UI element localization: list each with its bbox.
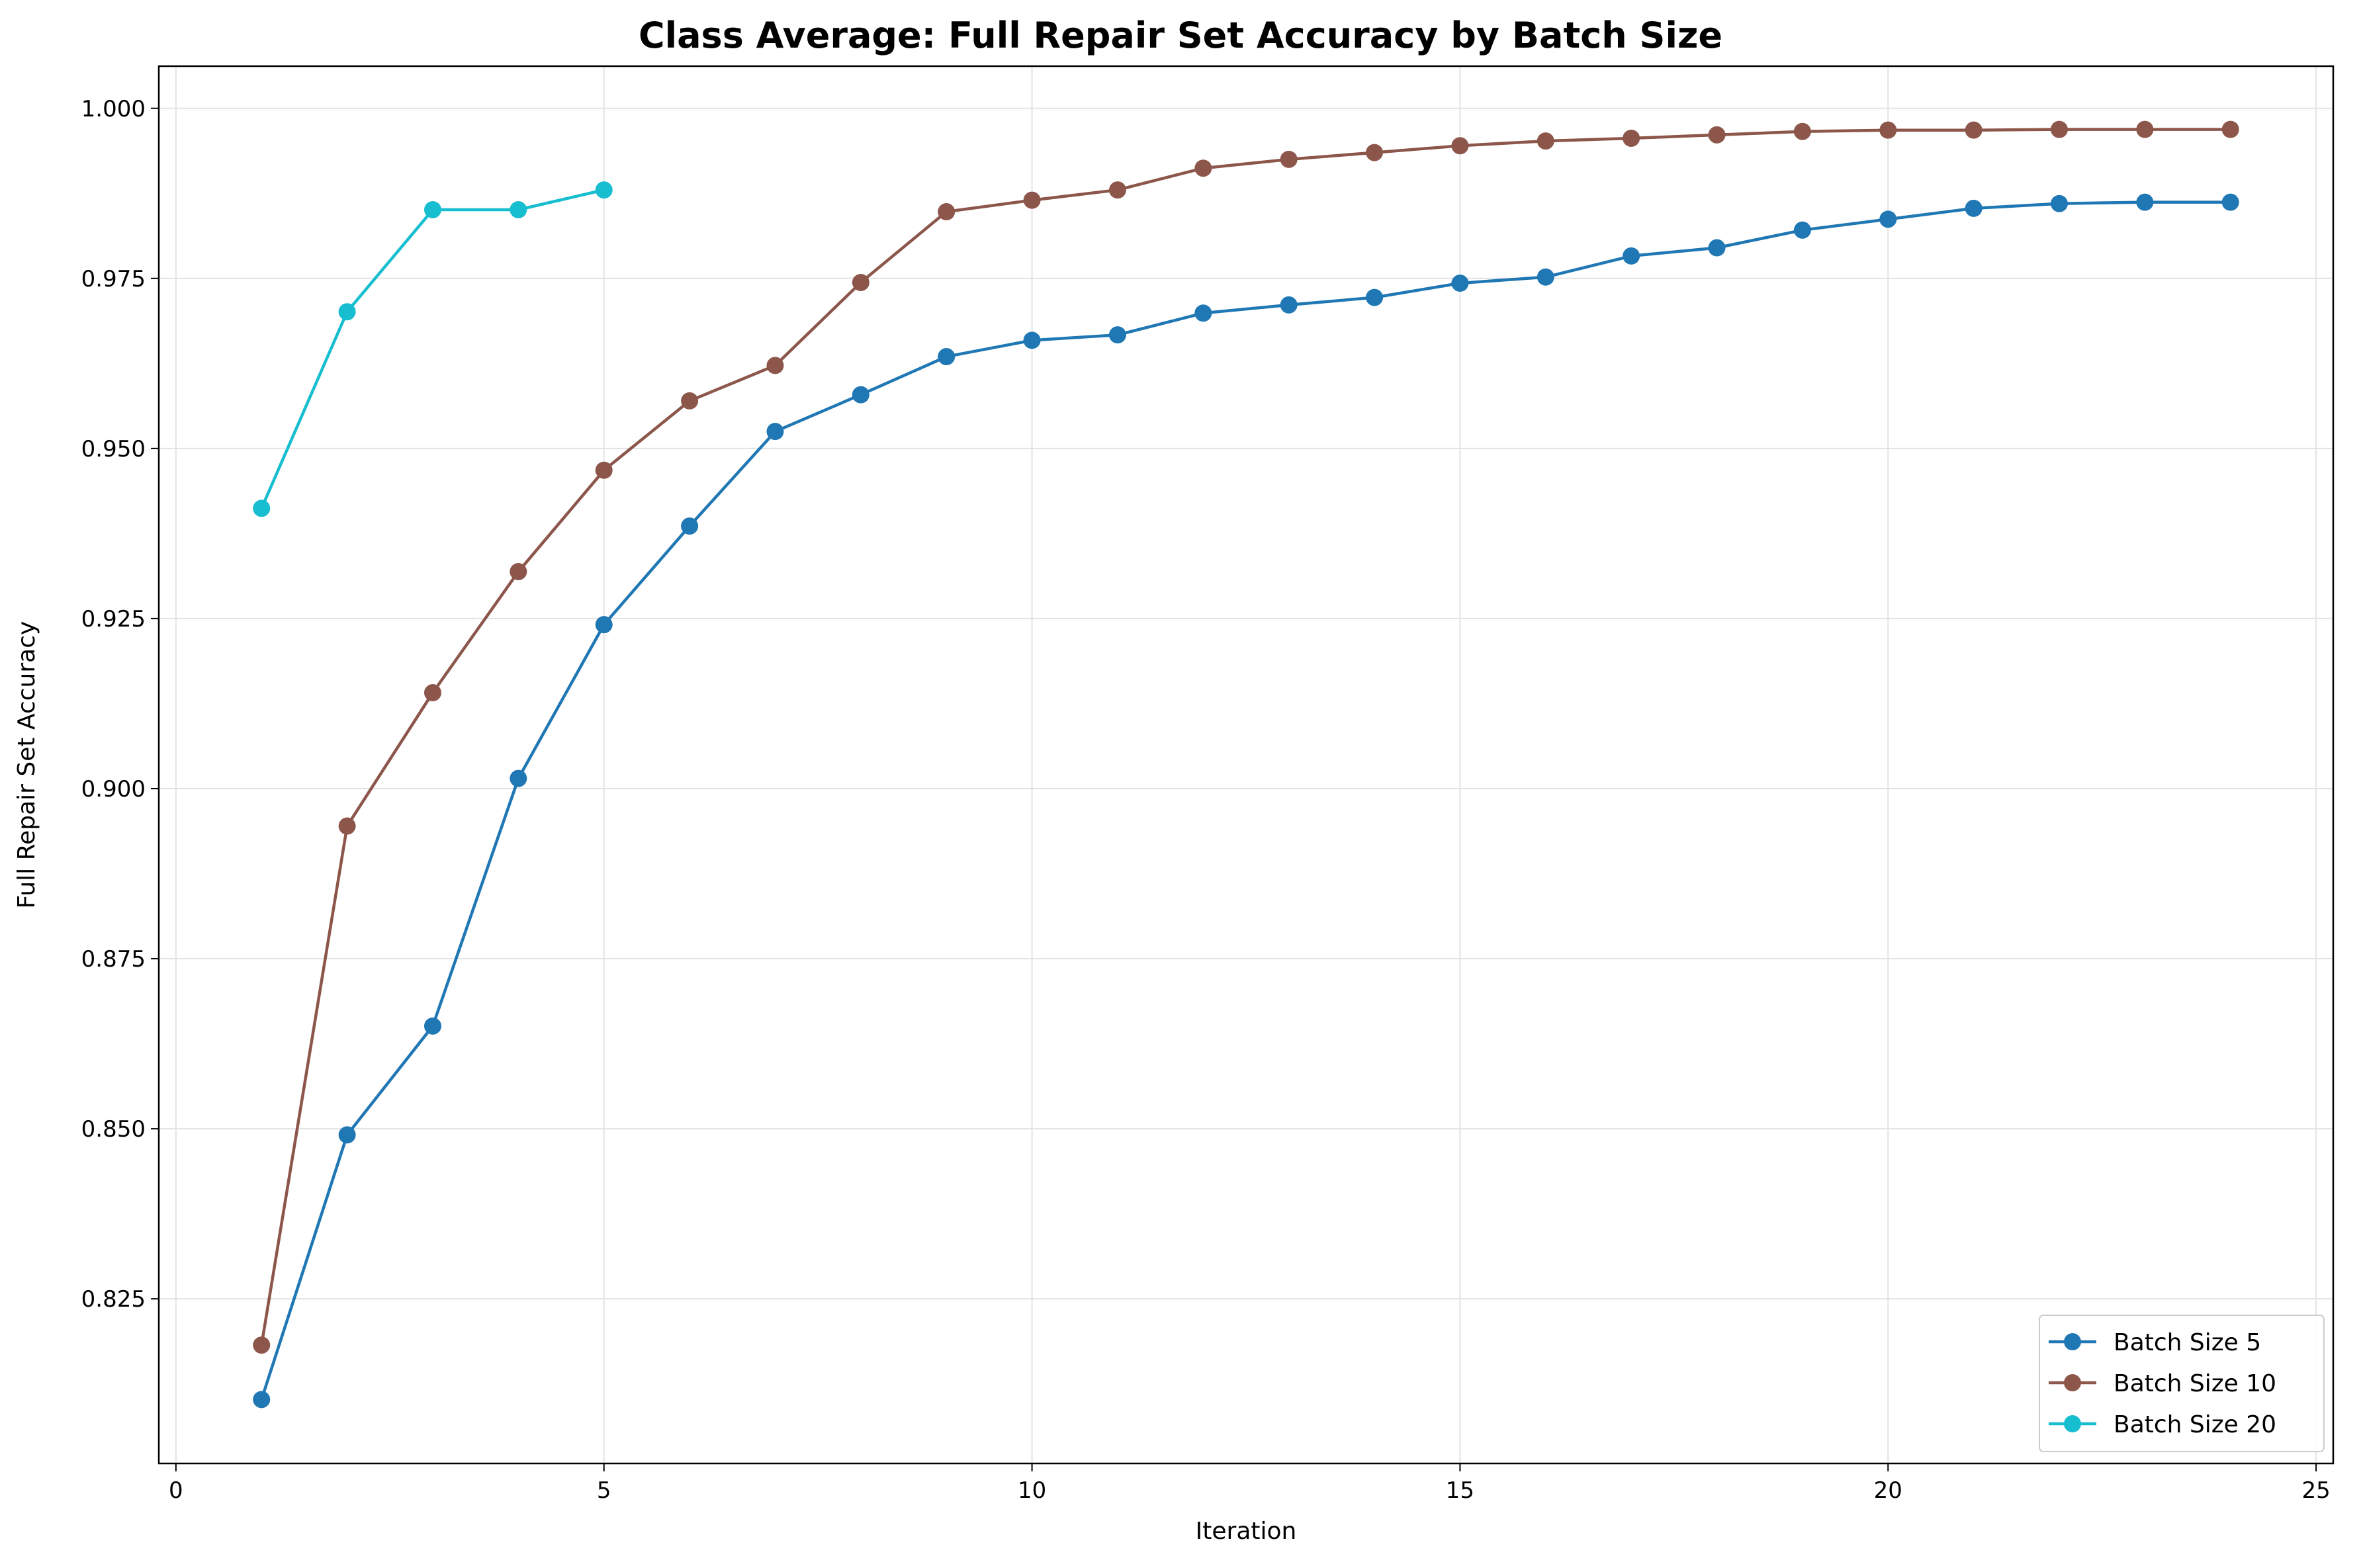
data-point xyxy=(423,200,441,218)
data-point xyxy=(681,517,699,535)
legend-label: Batch Size 10 xyxy=(2114,1370,2276,1397)
data-point xyxy=(1879,210,1897,228)
data-point xyxy=(1451,275,1469,292)
legend-label: Batch Size 5 xyxy=(2114,1329,2261,1356)
y-axis-label: Full Repair Set Accuracy xyxy=(13,621,40,909)
data-point xyxy=(595,616,613,634)
y-tick-label: 0.850 xyxy=(81,1116,146,1143)
series-3 xyxy=(253,181,613,517)
y-tick-label: 0.900 xyxy=(81,776,146,803)
data-point xyxy=(253,1391,271,1409)
data-point xyxy=(1023,191,1041,209)
data-point xyxy=(1537,132,1554,150)
data-point xyxy=(253,1336,271,1354)
legend-label: Batch Size 20 xyxy=(2114,1411,2276,1438)
data-point xyxy=(1023,331,1041,349)
y-tick-label: 0.875 xyxy=(81,946,146,973)
data-point xyxy=(510,200,527,218)
data-point xyxy=(1280,150,1298,168)
data-point xyxy=(2136,193,2154,211)
data-point xyxy=(2221,120,2239,138)
data-point xyxy=(938,203,956,221)
data-point xyxy=(1280,296,1298,314)
data-point xyxy=(1623,247,1640,265)
data-point xyxy=(1366,144,1384,161)
data-point xyxy=(510,562,527,580)
y-tick-label: 0.975 xyxy=(81,266,146,292)
series-2 xyxy=(253,120,2239,1354)
data-point xyxy=(766,423,784,441)
x-axis: 0 5 10 15 20 25 xyxy=(169,1463,2331,1504)
data-point xyxy=(766,357,784,374)
x-tick-label: 15 xyxy=(1446,1477,1474,1504)
x-tick-label: 0 xyxy=(169,1477,183,1504)
x-tick-label: 20 xyxy=(1874,1477,1902,1504)
data-point xyxy=(1965,199,1982,217)
data-point xyxy=(1879,121,1897,139)
data-point xyxy=(681,392,699,410)
data-point xyxy=(423,1017,441,1035)
y-tick-label: 0.925 xyxy=(81,606,146,632)
data-point xyxy=(1793,221,1811,239)
data-point xyxy=(338,1126,356,1144)
data-point xyxy=(1194,159,1212,177)
x-tick-label: 25 xyxy=(2301,1477,2330,1504)
y-axis: 0.825 0.850 0.875 0.900 0.925 0.950 0.975 1.000 xyxy=(81,96,159,1313)
series-line xyxy=(260,200,2231,1400)
y-tick-label: 0.825 xyxy=(81,1286,146,1313)
y-tick-label: 1.000 xyxy=(81,96,146,122)
plot-frame xyxy=(157,65,2335,1465)
x-axis-label: Iteration xyxy=(1196,1518,1297,1545)
chart-title: Class Average: Full Repair Set Accuracy … xyxy=(639,15,1722,56)
data-point xyxy=(338,817,356,835)
grid xyxy=(159,66,2333,1463)
series-layer xyxy=(253,120,2239,1409)
series-line xyxy=(259,128,2231,1346)
data-point xyxy=(1108,326,1126,344)
legend-marker xyxy=(2064,1374,2081,1391)
data-point xyxy=(2051,120,2069,138)
data-point xyxy=(1708,239,1726,257)
data-point xyxy=(1793,122,1811,140)
legend-box xyxy=(2039,1315,2325,1452)
data-point xyxy=(1537,268,1554,286)
data-point xyxy=(2221,193,2239,211)
x-tick-label: 10 xyxy=(1018,1477,1046,1504)
data-point xyxy=(852,273,869,291)
data-point xyxy=(423,684,441,702)
x-tick-label: 5 xyxy=(597,1477,611,1504)
data-point xyxy=(253,500,271,517)
data-point xyxy=(1965,121,1982,139)
data-point xyxy=(338,303,356,321)
data-point xyxy=(1194,304,1212,322)
data-point xyxy=(1623,129,1640,147)
data-point xyxy=(595,461,613,479)
data-point xyxy=(852,386,869,404)
data-point xyxy=(510,769,527,787)
legend-marker xyxy=(2064,1415,2081,1432)
data-point xyxy=(1366,288,1384,306)
data-point xyxy=(1708,126,1726,144)
series-1 xyxy=(253,193,2239,1409)
legend: Batch Size 5 Batch Size 10 Batch Size 20 xyxy=(2039,1315,2325,1452)
data-point xyxy=(1108,181,1126,199)
data-point xyxy=(2136,120,2154,138)
data-point xyxy=(595,181,613,199)
data-point xyxy=(938,348,956,366)
legend-marker xyxy=(2064,1333,2081,1350)
data-point xyxy=(2051,195,2069,212)
data-point xyxy=(1451,137,1469,155)
y-tick-label: 0.950 xyxy=(81,436,146,462)
